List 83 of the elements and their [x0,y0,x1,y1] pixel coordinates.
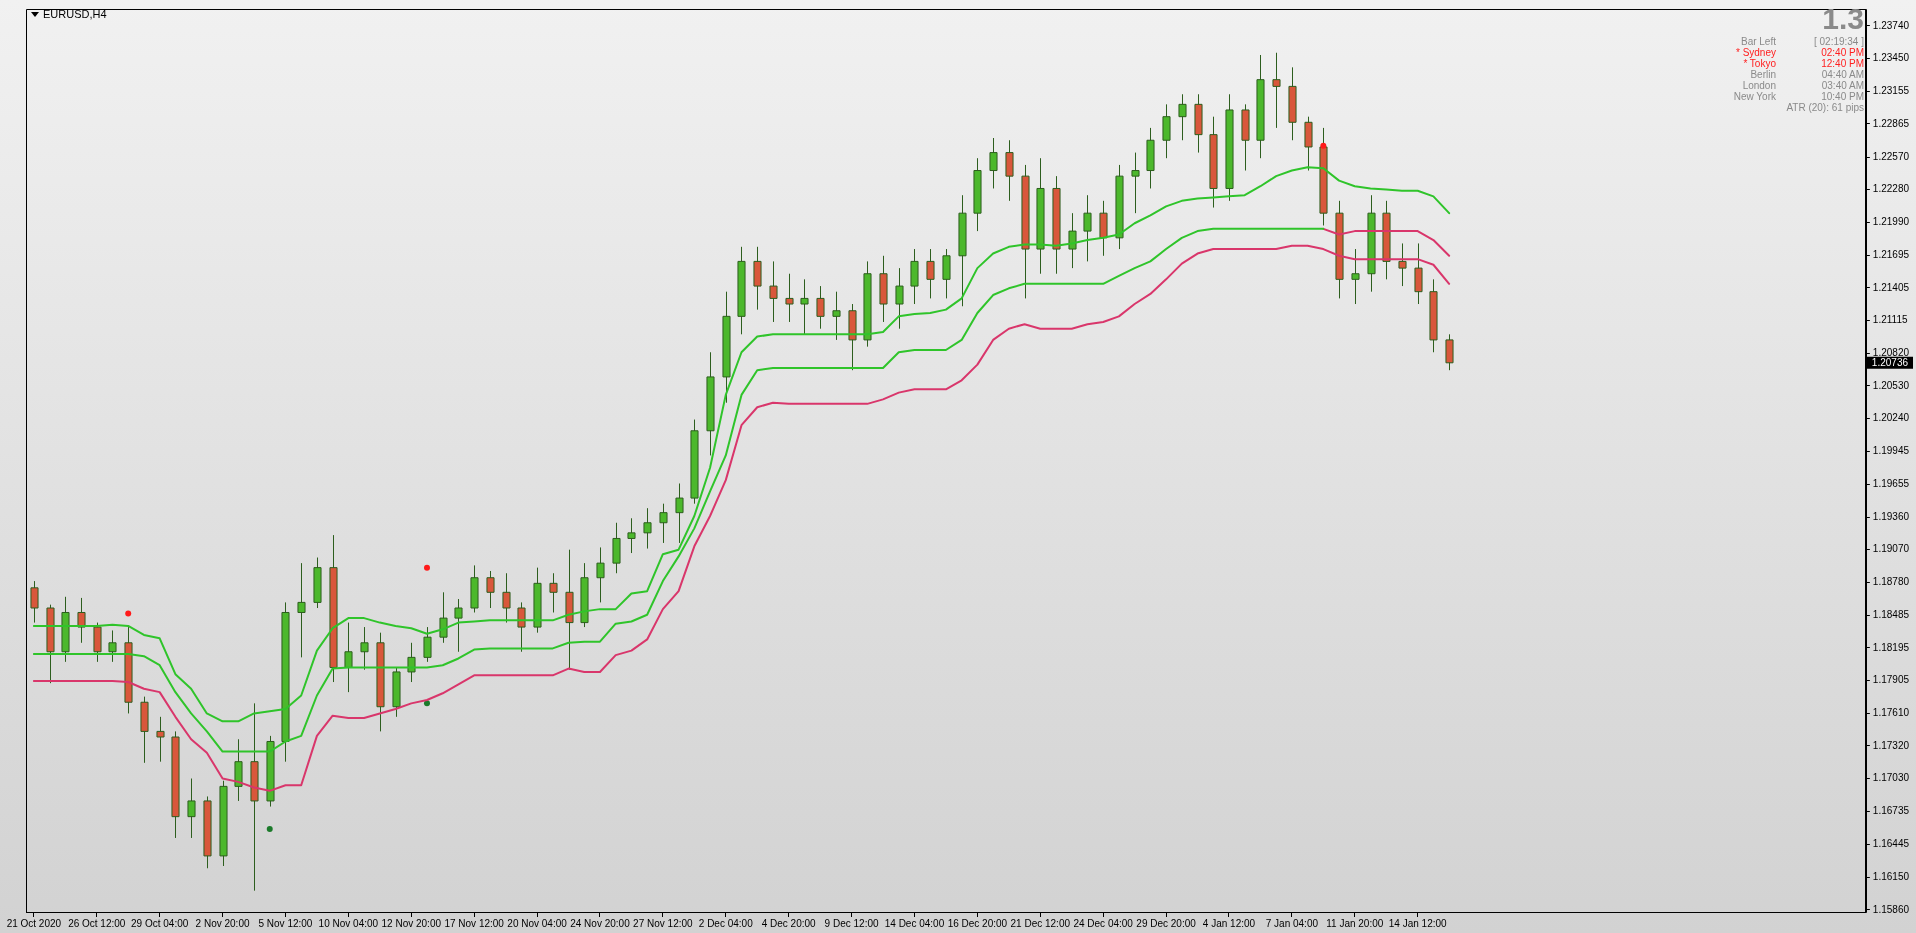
y-tick-label: 1.23450 [1872,52,1910,64]
point [1320,142,1327,149]
x-tick-label: 5 Nov 12:00 [258,917,313,929]
y-tick-label: 1.18195 [1872,641,1910,653]
x-tick-label: 12 Nov 20:00 [381,917,442,929]
x-tick-label: 4 Dec 20:00 [761,917,817,929]
annotation: * Sydney [1735,47,1776,58]
y-tick-label: 1.19655 [1872,477,1910,489]
annotation: 04:40 AM [1820,69,1864,80]
candlestick [627,517,636,554]
x-tick-label: 26 Oct 12:00 [68,917,126,929]
point [266,825,273,832]
y-tick-label: 1.17905 [1872,674,1910,686]
y-tick-label: 1.17320 [1872,739,1910,751]
x-tick-label: 29 Dec 20:00 [1136,917,1197,929]
annotation: 12:40 PM [1820,58,1864,69]
candlestick [832,291,841,341]
candlestick [1162,103,1171,159]
point [125,610,132,617]
x-tick-label: 21 Dec 12:00 [1010,917,1071,929]
y-tick-label: 1.16445 [1872,837,1910,849]
x-tick-label: 29 Oct 04:00 [131,917,189,929]
x-tick-label: 16 Dec 20:00 [947,917,1008,929]
candlestick [1005,139,1014,202]
x-tick-label: 17 Nov 12:00 [444,917,505,929]
y-tick-label: 1.16150 [1872,870,1910,882]
y-tick-label: 1.18485 [1872,609,1910,621]
y-tick-label: 1.22280 [1872,183,1910,195]
y-tick-label: 1.20240 [1872,412,1910,424]
x-tick-label: 4 Jan 12:00 [1202,917,1256,929]
y-tick-label: 1.18780 [1872,575,1910,587]
y-tick-label: 1.22570 [1872,150,1910,162]
y-tick-label: 1.20530 [1872,379,1910,391]
x-tick-label: 24 Nov 20:00 [570,917,631,929]
y-tick-label: 1.19360 [1872,510,1910,522]
x-tick-label: 9 Dec 12:00 [824,917,879,929]
y-tick-label: 1.17610 [1872,707,1910,719]
annotation: Bar Left [1740,36,1776,47]
y-tick-label: 1.15860 [1872,903,1910,915]
chart-title: EURUSD,H4 [43,8,107,20]
text: 1.20736 [1871,357,1909,369]
annotation: 02:40 PM [1820,47,1864,58]
candlestick [77,597,86,644]
x-tick-label: 27 Nov 12:00 [633,917,694,929]
y-tick-label: 1.23740 [1872,19,1910,31]
y-tick-label: 1.21115 [1872,314,1908,326]
x-tick-label: 2 Nov 20:00 [195,917,250,929]
annotation: New York [1733,91,1776,102]
candlestick [1272,52,1281,129]
y-tick-label: 1.16735 [1872,805,1910,817]
x-tick-label: 10 Nov 04:00 [318,917,379,929]
y-tick-label: 1.19945 [1872,445,1910,457]
candlestick [344,622,353,693]
x-tick-label: 20 Nov 04:00 [507,917,568,929]
annotation: London [1742,80,1776,91]
y-tick-label: 1.17030 [1872,772,1910,784]
x-tick-label: 24 Dec 04:00 [1073,917,1134,929]
annotation: [ 02:19:34 ] [1812,36,1864,47]
x-tick-label: 21 Oct 2020 [6,917,62,929]
x-tick-label: 11 Jan 20:00 [1326,917,1384,929]
y-tick-label: 1.23155 [1872,85,1910,97]
annotation: * Tokyo [1743,58,1776,69]
x-tick-label: 14 Jan 12:00 [1388,917,1448,929]
y-tick-label: 1.22865 [1872,117,1910,129]
candlestick [942,248,951,299]
candlestick [1351,248,1360,305]
point [423,700,430,707]
candlestick [486,570,495,609]
annotation: Berlin [1750,69,1776,80]
x-tick-label: 2 Dec 04:00 [698,917,754,929]
annotation: 03:40 AM [1820,80,1864,91]
annotation: 1.3 [1821,2,1864,35]
point [423,564,430,571]
y-tick-label: 1.21405 [1872,281,1910,293]
x-tick-label: 7 Jan 04:00 [1265,917,1319,929]
y-tick-label: 1.20820 [1872,347,1910,359]
y-tick-label: 1.21695 [1872,248,1910,260]
annotation: 10:40 PM [1820,91,1864,102]
x-tick-label: 14 Dec 04:00 [884,917,945,929]
annotation: ATR (20): 61 pips [1785,102,1864,113]
y-tick-label: 1.21990 [1872,215,1910,227]
y-tick-label: 1.19070 [1872,543,1910,555]
candlestick [1131,152,1140,214]
